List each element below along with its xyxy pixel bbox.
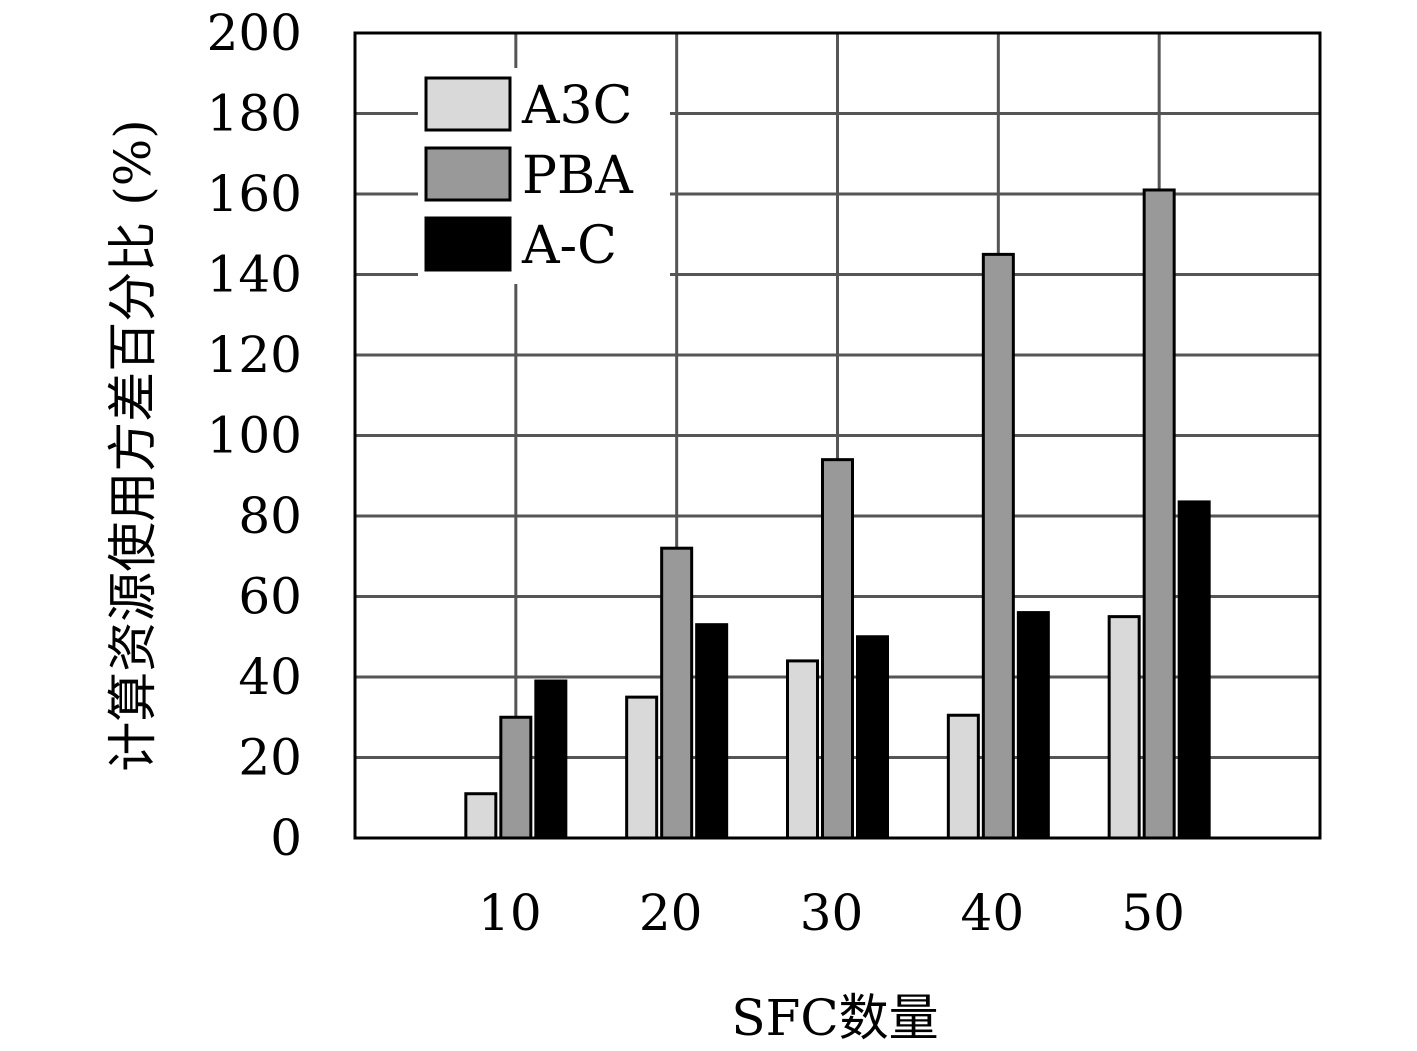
bar-PBA-40 [981, 252, 1015, 840]
y-tick-label: 120 [207, 326, 302, 384]
y-tick-label: 60 [238, 568, 302, 626]
y-axis-label: 计算资源使用方差百分比 (%) [104, 119, 162, 771]
legend-label-PBA: PBA [522, 146, 634, 206]
y-tick-label: 0 [270, 809, 302, 867]
legend-swatch-PBA [424, 146, 512, 202]
bar-A-C-20 [695, 623, 729, 840]
bar-A3C-50 [1107, 615, 1141, 840]
y-tick-label: 180 [207, 85, 302, 143]
bar-PBA-50 [1142, 188, 1176, 840]
x-tick-label: 10 [478, 884, 542, 942]
y-tick-label: 20 [238, 729, 302, 787]
bar-A3C-30 [786, 659, 819, 840]
bar-PBA-20 [660, 546, 694, 840]
bar-A-C-50 [1177, 500, 1211, 840]
legend-label-A3C: A3C [521, 76, 632, 136]
legend: A3C PBA A-C [418, 68, 670, 284]
y-tick-labels: 0 20 40 60 80 100 120 140 160 180 200 [207, 4, 302, 867]
legend-swatch-A-C [424, 216, 512, 272]
x-axis-label: SFC数量 [731, 989, 938, 1047]
bars [464, 188, 1211, 840]
x-tick-labels: 10 20 30 40 50 [478, 884, 1185, 942]
bar-A-C-10 [534, 679, 568, 840]
y-tick-label: 140 [207, 246, 302, 304]
legend-label-A-C: A-C [521, 216, 617, 276]
y-tick-label: 160 [207, 165, 302, 223]
y-tick-label: 80 [238, 487, 302, 545]
x-tick-label: 40 [961, 884, 1025, 942]
legend-swatch-A3C [424, 76, 512, 132]
y-tick-label: 200 [207, 4, 302, 62]
y-tick-label: 100 [207, 407, 302, 465]
plot-frame [353, 31, 1322, 840]
x-tick-label: 30 [800, 884, 864, 942]
x-tick-label: 20 [639, 884, 703, 942]
x-tick-label: 50 [1121, 884, 1185, 942]
y-tick-label: 40 [238, 648, 302, 706]
bar-PBA-10 [499, 715, 533, 840]
bar-A3C-20 [625, 695, 659, 840]
bar-A3C-40 [946, 713, 980, 840]
bar-A-C-40 [1016, 611, 1050, 840]
bar-A3C-10 [464, 792, 498, 840]
bar-PBA-30 [821, 458, 854, 840]
bar-A-C-30 [856, 635, 889, 840]
